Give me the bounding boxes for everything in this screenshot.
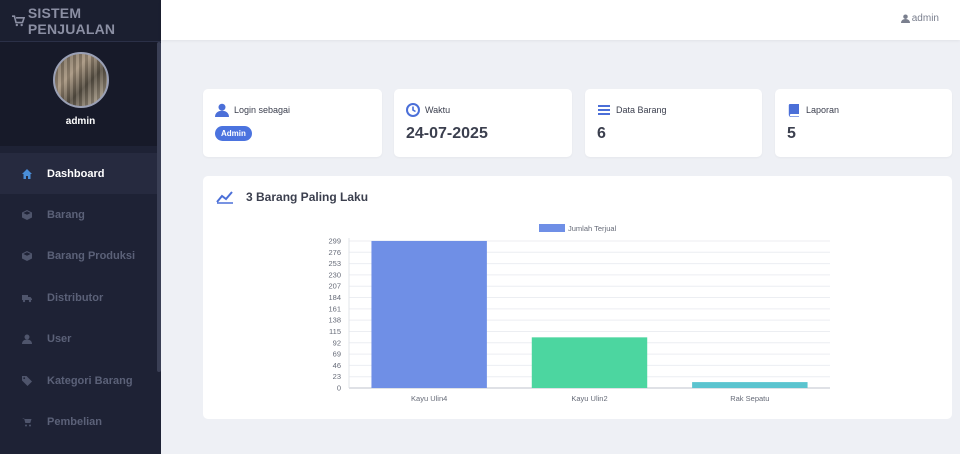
sidebar-item-user[interactable]: User xyxy=(0,319,161,360)
y-tick-label: 299 xyxy=(328,236,341,245)
sidebar-item-label: Dashboard xyxy=(47,167,105,180)
sidebar-item-label: Distributor xyxy=(47,291,104,304)
sidebar-menu: Dashboard Barang Barang Produksi Distrib… xyxy=(0,153,161,443)
role-badge: Admin xyxy=(215,126,252,141)
y-tick-label: 276 xyxy=(328,248,341,257)
line-chart-icon xyxy=(216,191,233,204)
x-tick-label: Kayu Ulin2 xyxy=(571,394,607,403)
card-items-label: Data Barang xyxy=(616,105,667,115)
chart-title-text: 3 Barang Paling Laku xyxy=(246,190,369,204)
y-tick-label: 115 xyxy=(329,327,341,336)
tags-icon xyxy=(22,375,32,386)
user-icon xyxy=(22,334,32,345)
chart-card: 0 23 46 69 92 115 138 161 184 207 230 253 276 299 Kayu… xyxy=(203,176,952,419)
topbar-user-name: admin xyxy=(911,13,939,24)
y-tick-label: 92 xyxy=(333,338,341,347)
card-time-value: 24-07-2025 xyxy=(406,125,488,142)
sidebar-item-label: Barang xyxy=(47,209,85,222)
profile: admin xyxy=(0,42,161,146)
sidebar-item-distributor[interactable]: Distributor xyxy=(0,277,161,318)
y-tick-label: 69 xyxy=(333,350,341,359)
brand[interactable]: SISTEM PENJUALAN xyxy=(0,0,161,42)
avatar xyxy=(52,52,109,108)
bar-rak-sepatu xyxy=(692,382,808,388)
list-icon xyxy=(598,105,610,115)
y-tick-label: 230 xyxy=(328,270,341,279)
y-tick-label: 253 xyxy=(328,259,341,268)
card-login: Login sebagai Admin xyxy=(203,89,382,157)
y-tick-label: 46 xyxy=(333,361,341,370)
card-reports: Laporan 5 xyxy=(775,89,952,157)
y-tick-label: 0 xyxy=(337,384,341,393)
sidebar-item-dashboard[interactable]: Dashboard xyxy=(0,153,161,195)
bar-kayu-ulin2 xyxy=(531,337,648,388)
y-tick-label: 161 xyxy=(328,304,341,313)
sidebar-item-label: Pembelian xyxy=(47,416,103,429)
cart-icon xyxy=(22,418,32,427)
box-icon xyxy=(22,210,32,221)
bar-chart: 0 23 46 69 92 115 138 161 184 207 230 253 276 299 Kayu… xyxy=(328,224,830,403)
topbar: admin xyxy=(161,0,960,40)
brand-title: SISTEM PENJUALAN xyxy=(27,4,116,37)
y-tick-label: 207 xyxy=(328,282,341,291)
box-icon xyxy=(22,251,32,262)
card-items-value: 6 xyxy=(597,125,606,142)
legend-label: Jumlah Terjual xyxy=(568,224,617,233)
sidebar-item-barang-produksi[interactable]: Barang Produksi xyxy=(0,236,161,277)
profile-name: admin xyxy=(65,116,96,127)
user-icon xyxy=(215,103,229,117)
sidebar-item-pembelian[interactable]: Pembelian xyxy=(0,401,161,442)
y-tick-label: 138 xyxy=(328,316,341,325)
card-time: Waktu 24-07-2025 xyxy=(394,89,572,157)
y-tick-label: 23 xyxy=(333,372,341,381)
x-tick-label: Kayu Ulin4 xyxy=(411,394,447,403)
cart-icon xyxy=(12,14,25,26)
chart-title: 3 Barang Paling Laku xyxy=(216,190,368,204)
card-reports-label: Laporan xyxy=(806,105,840,115)
user-icon xyxy=(900,14,910,23)
card-items: Data Barang 6 xyxy=(585,89,762,157)
home-icon xyxy=(22,168,32,179)
bar-kayu-ulin4 xyxy=(371,240,487,388)
sidebar-item-kategori-barang[interactable]: Kategori Barang xyxy=(0,360,161,401)
sidebar-item-label: Barang Produksi xyxy=(47,250,136,263)
card-login-label: Login sebagai xyxy=(234,105,291,115)
sidebar-scrollbar[interactable] xyxy=(157,42,161,372)
card-time-label: Waktu xyxy=(425,105,451,115)
book-icon xyxy=(788,104,799,117)
sidebar-item-barang[interactable]: Barang xyxy=(0,194,161,235)
clock-icon xyxy=(406,103,420,117)
sidebar-item-label: User xyxy=(47,333,72,346)
legend-swatch xyxy=(539,224,565,232)
sidebar: SISTEM PENJUALAN admin Dashboard Barang … xyxy=(0,0,161,454)
x-tick-label: Rak Sepatu xyxy=(730,394,769,403)
truck-icon xyxy=(22,294,32,303)
sidebar-item-label: Kategori Barang xyxy=(47,374,133,387)
topbar-user-menu[interactable]: admin xyxy=(900,13,939,24)
card-reports-value: 5 xyxy=(787,125,796,142)
y-tick-label: 184 xyxy=(328,293,341,302)
